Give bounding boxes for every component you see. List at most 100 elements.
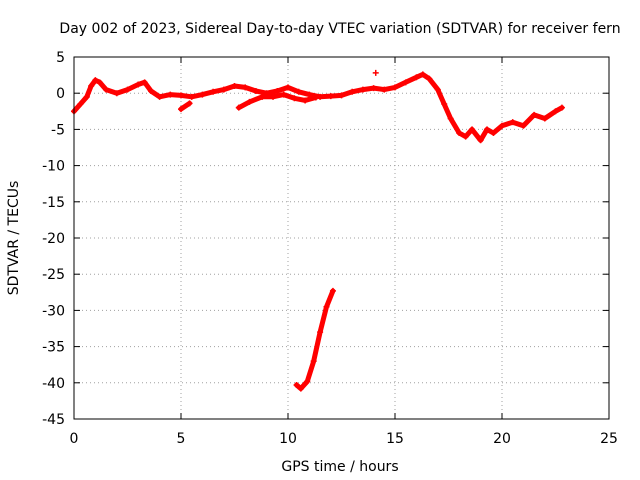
data-point [304,378,311,385]
data-point [220,86,227,93]
data-point [295,88,302,95]
data-point [520,122,527,129]
data-point [484,126,491,133]
data-point [426,75,433,82]
data-point [83,93,90,100]
data-point [329,287,336,294]
data-point [469,126,476,133]
series-dip-segment [178,100,193,113]
data-point [372,69,379,76]
data-point [447,115,454,122]
data-point [297,385,304,392]
data-point [135,81,142,88]
y-tick-label: -30 [42,303,65,319]
data-point [477,137,484,144]
data-point [178,106,184,113]
y-tick-label: -35 [42,340,65,356]
data-point [259,93,266,100]
data-point [103,86,110,93]
data-point [349,88,356,95]
data-point [242,84,249,91]
data-point [370,85,377,92]
series-outlier [372,69,379,76]
data-point [552,108,559,115]
y-tick-label: 0 [56,86,65,102]
axis-ticks: 0 5 10 15 20 25 5 0 -5 -10 -15 -20 -25 -30 -35 -40 -45 [42,50,618,447]
data-point [148,88,155,95]
data-point [381,86,388,93]
data-point [558,104,565,111]
x-tick-label: 0 [70,431,79,447]
data-point [327,93,334,100]
data-point [317,329,324,336]
data-point [274,88,281,95]
data-point [413,74,420,81]
y-axis-label: SDTVAR / TECUs [6,181,22,296]
data-point [323,303,330,310]
data-point [462,133,469,140]
data-point [434,86,441,93]
series-plunge-track [293,287,336,392]
data-point [252,88,259,95]
data-point [531,111,538,118]
data-point [312,94,319,101]
data-point [270,93,277,100]
data-point [456,130,463,137]
data-point [141,79,148,86]
data-point [235,104,242,111]
y-tick-label: -5 [51,122,65,138]
data-point [499,122,505,129]
x-tick-label: 20 [493,431,511,447]
data-point [310,358,317,365]
x-tick-label: 5 [177,431,186,447]
y-tick-label: -15 [42,195,65,211]
chart-title: Day 002 of 2023, Sidereal Day-to-day VTE… [59,21,620,37]
data-point [246,98,253,105]
data-point [293,381,300,388]
y-tick-label: -40 [42,376,65,392]
data-point [285,84,291,91]
grid-lines [74,57,609,419]
data-point [490,130,497,137]
data-point [359,86,366,93]
data-point [156,93,163,100]
data-point [280,91,287,98]
x-axis-label: GPS time / hours [281,459,398,475]
x-tick-label: 25 [600,431,618,447]
data-point [338,92,345,99]
data-points [71,69,565,392]
data-point [291,95,298,102]
series-main-trace [71,71,565,144]
data-point [419,71,426,78]
data-point [302,97,309,104]
data-point [167,91,174,98]
series-line [178,100,193,112]
data-point [541,115,548,122]
data-point [188,93,195,100]
y-tick-label: -45 [42,412,65,428]
data-point [92,77,99,84]
y-tick-label: -25 [42,267,65,283]
data-point [441,101,448,108]
data-point [210,88,217,95]
y-tick-label: -10 [42,159,65,175]
data-point [509,119,516,126]
data-point [392,84,398,91]
series-low-loop [235,91,319,111]
x-tick-label: 10 [279,431,297,447]
data-point [113,90,120,97]
data-point [186,100,193,107]
y-tick-label: 5 [56,50,65,66]
data-point [402,79,409,86]
data-point [77,101,84,108]
data-point [96,79,103,86]
data-point [124,86,131,93]
y-tick-label: -20 [42,231,65,247]
data-point [231,82,238,89]
x-tick-label: 15 [386,431,404,447]
data-point [178,92,184,99]
data-point [88,82,95,89]
data-point [199,91,206,98]
